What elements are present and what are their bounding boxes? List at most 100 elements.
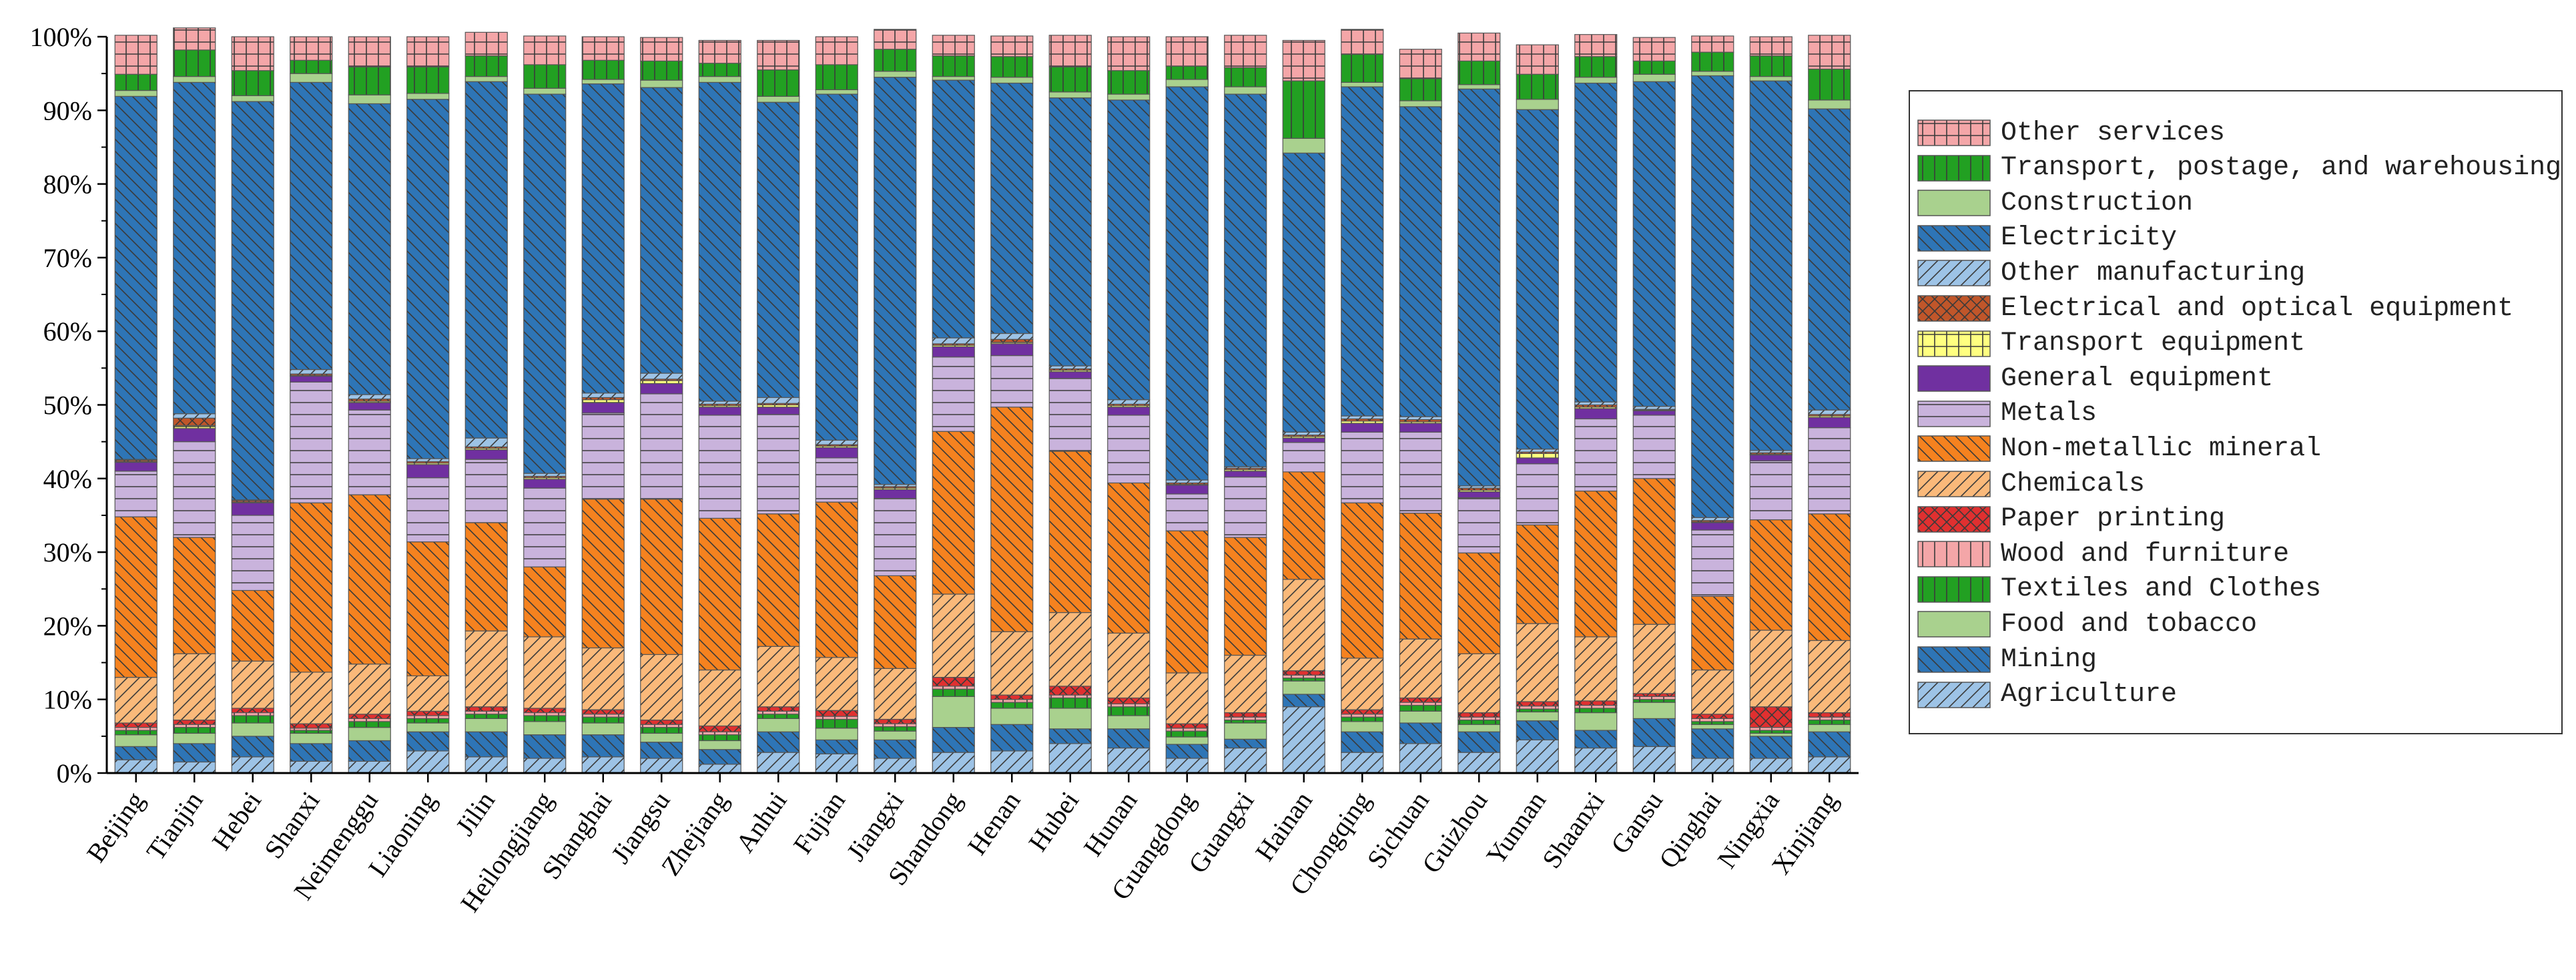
bar-chongqing-transport-postage-and-warehousing	[1341, 53, 1384, 83]
bar-jilin-other-services	[464, 31, 508, 57]
bar-beijing-paper-printing	[114, 722, 157, 728]
bar-shanghai-transport-equipment	[581, 399, 625, 403]
bar-neimenggu-other-manufacturing	[348, 394, 391, 400]
bar-hebei-metals	[231, 515, 274, 591]
legend-label: Transport equipment	[2001, 328, 2306, 359]
bar-chongqing-textiles-and-clothes	[1341, 716, 1384, 722]
bar-guizhou-general-equipment	[1458, 491, 1501, 499]
bar-gansu-transport-postage-and-warehousing	[1632, 60, 1676, 75]
bar-anhui-wood-and-furniture	[757, 710, 800, 715]
bar-shandong-metals	[932, 356, 975, 432]
legend-item-chemicals: Chemicals	[1917, 467, 2145, 501]
bar-anhui-general-equipment	[757, 407, 800, 415]
bar-hubei-electricity	[1048, 97, 1092, 366]
bar-henan-textiles-and-clothes	[990, 702, 1034, 709]
bar-henan-construction	[990, 77, 1034, 84]
bar-chongqing-paper-printing	[1341, 709, 1384, 715]
bar-guizhou-other-services	[1458, 32, 1501, 62]
bar-zhejiang-electricity	[698, 81, 741, 402]
bar-chongqing-wood-and-furniture	[1341, 714, 1384, 718]
bar-jiangsu-textiles-and-clothes	[640, 727, 683, 734]
bar-sichuan-metals	[1399, 431, 1442, 514]
legend-swatch-other-manufacturing	[1917, 260, 1991, 287]
bar-anhui-agriculture	[757, 752, 800, 774]
bar-hubei-general-equipment	[1048, 371, 1092, 379]
bar-henan-agriculture	[990, 750, 1034, 774]
bar-guizhou-chemicals	[1458, 653, 1501, 714]
bar-sichuan-wood-and-furniture	[1399, 702, 1442, 706]
bar-jilin-chemicals	[464, 630, 508, 708]
legend-swatch-metals	[1917, 401, 1991, 427]
x-tick-label-henan: Henan	[962, 786, 1026, 860]
y-tick-label: 70%	[43, 243, 92, 273]
bar-guangdong-wood-and-furniture	[1165, 728, 1209, 732]
bar-shanghai-non-metallic-mineral	[581, 499, 625, 649]
bar-tianjin-other-services	[173, 27, 216, 51]
bar-shanxi-food-and-tobacco	[290, 732, 333, 744]
bar-xinjiang-general-equipment	[1808, 417, 1851, 429]
bar-shanxi-chemicals	[290, 672, 333, 724]
bar-heilongjiang-chemicals	[523, 636, 567, 709]
x-tick-label-jilin: Jilin	[450, 786, 501, 840]
bar-henan-electrical-and-optical-equipment	[990, 338, 1034, 343]
bar-jiangsu-construction	[640, 79, 683, 88]
bar-guangxi-chemicals	[1224, 654, 1267, 714]
bar-hainan-metals	[1282, 442, 1325, 473]
legend-swatch-chemicals	[1917, 471, 1991, 497]
bar-shanxi-metals	[290, 381, 333, 503]
y-tick-label: 10%	[43, 685, 92, 715]
bar-gansu-electricity	[1632, 81, 1676, 407]
bar-hunan-other-manufacturing	[1107, 399, 1151, 405]
bar-sichuan-chemicals	[1399, 638, 1442, 699]
bar-xinjiang-mining	[1808, 731, 1851, 758]
bar-hebei-non-metallic-mineral	[231, 589, 274, 662]
bar-jiangxi-paper-printing	[874, 718, 917, 724]
bar-shanxi-other-manufacturing	[290, 369, 333, 375]
bar-shanxi-mining	[290, 743, 333, 762]
bar-neimenggu-chemicals	[348, 664, 391, 715]
bar-liaoning-agriculture	[406, 750, 450, 774]
legend-item-construction: Construction	[1917, 186, 2193, 220]
bar-shandong-electricity	[932, 79, 975, 338]
bar-henan-transport-postage-and-warehousing	[990, 56, 1034, 78]
bar-hainan-mining	[1282, 694, 1325, 708]
bar-heilongjiang-electricity	[523, 93, 567, 474]
bar-neimenggu-transport-postage-and-warehousing	[348, 66, 391, 95]
bar-jiangsu-general-equipment	[640, 383, 683, 395]
bar-xinjiang-chemicals	[1808, 640, 1851, 714]
x-tick-label-shaanxi: Shaanxi	[1536, 786, 1610, 873]
bar-chongqing-general-equipment	[1341, 423, 1384, 433]
bar-hubei-chemicals	[1048, 611, 1092, 687]
legend-swatch-transport-postage-and-warehousing	[1917, 154, 1991, 182]
bar-neimenggu-general-equipment	[348, 402, 391, 411]
bar-shaanxi-electricity	[1574, 82, 1618, 403]
bar-guangxi-food-and-tobacco	[1224, 722, 1267, 740]
bar-tianjin-textiles-and-clothes	[173, 727, 216, 734]
bar-ningxia-chemicals	[1749, 630, 1793, 708]
bar-fujian-chemicals	[815, 657, 858, 711]
bar-jiangxi-construction	[874, 71, 917, 78]
bar-tianjin-paper-printing	[173, 719, 216, 725]
bar-chongqing-agriculture	[1341, 752, 1384, 774]
bar-hunan-mining	[1107, 728, 1151, 749]
bar-shandong-paper-printing	[932, 677, 975, 687]
bar-liaoning-other-services	[406, 36, 450, 67]
bar-hubei-other-services	[1048, 35, 1092, 67]
legend-item-electricity: Electricity	[1917, 221, 2177, 256]
y-tick-label: 80%	[43, 170, 92, 200]
bar-zhejiang-construction	[698, 75, 741, 83]
bar-tianjin-food-and-tobacco	[173, 732, 216, 744]
bar-hainan-general-equipment	[1282, 437, 1325, 443]
bar-henan-paper-printing	[990, 694, 1034, 700]
bar-zhejiang-food-and-tobacco	[698, 740, 741, 750]
bar-hunan-food-and-tobacco	[1107, 715, 1151, 730]
bar-xinjiang-agriculture	[1808, 756, 1851, 774]
bar-sichuan-electricity	[1399, 106, 1442, 417]
y-tick-label: 20%	[43, 611, 92, 641]
bar-beijing-chemicals	[114, 677, 157, 724]
bar-hunan-non-metallic-mineral	[1107, 482, 1151, 634]
bar-shaanxi-non-metallic-mineral	[1574, 490, 1618, 638]
bar-zhejiang-metals	[698, 415, 741, 519]
bar-henan-chemicals	[990, 631, 1034, 696]
